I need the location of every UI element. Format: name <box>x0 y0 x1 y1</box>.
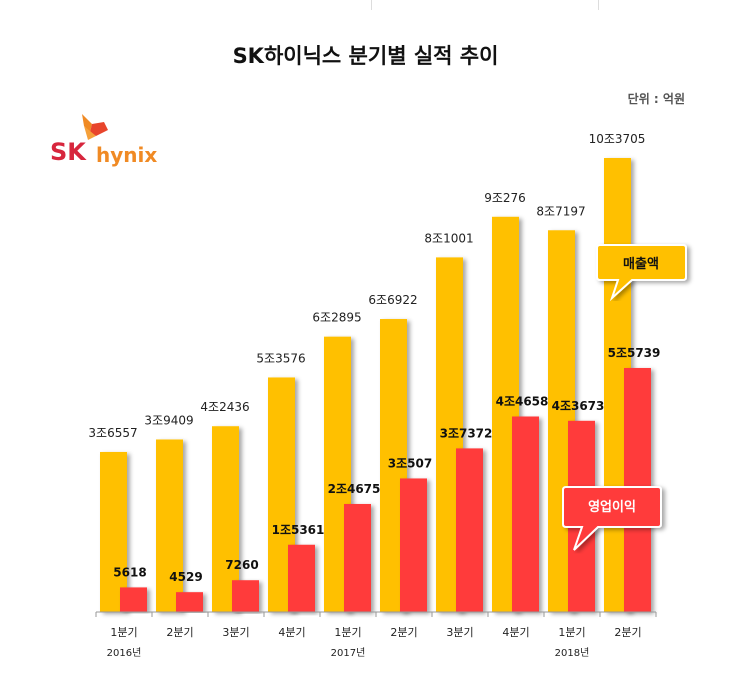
bar-operating-profit <box>288 544 315 612</box>
x-tick-label: 2분기 <box>614 626 641 639</box>
bar-revenue <box>156 439 183 612</box>
data-label-profit: 3조7372 <box>440 426 493 440</box>
year-label: 2017년 <box>331 647 366 659</box>
x-tick-label: 2분기 <box>166 626 193 639</box>
data-label-profit: 2조4675 <box>328 482 381 496</box>
bar-operating-profit <box>400 478 427 612</box>
data-label-profit: 7260 <box>225 558 258 572</box>
bar-operating-profit <box>232 580 259 612</box>
sk-hynix-logo: SK hynix <box>50 114 157 167</box>
data-label-profit: 3조507 <box>388 456 432 470</box>
bar-operating-profit <box>344 503 371 612</box>
data-label-revenue: 3조6557 <box>88 426 137 440</box>
x-tick-label: 4분기 <box>278 626 305 639</box>
data-label-revenue: 4조2436 <box>200 400 249 414</box>
legend-callout-revenue <box>596 244 687 302</box>
x-tick-label: 1분기 <box>334 626 361 639</box>
data-label-revenue: 6조2895 <box>312 311 361 325</box>
data-label-revenue: 9조276 <box>484 191 526 205</box>
x-tick-label: 4분기 <box>502 626 529 639</box>
data-label-profit: 4조3673 <box>552 399 605 413</box>
data-label-profit: 4조4658 <box>496 394 549 408</box>
x-tick-label: 1분기 <box>110 626 137 639</box>
data-label-profit: 5618 <box>113 565 146 579</box>
data-label-profit: 4529 <box>169 570 202 584</box>
divider <box>598 0 599 10</box>
bar-revenue <box>100 451 127 612</box>
x-tick-label: 1분기 <box>558 626 585 639</box>
legend-label-profit: 영업이익 <box>588 499 636 515</box>
svg-text:SK: SK <box>50 138 87 166</box>
bar-operating-profit <box>120 587 147 612</box>
data-label-profit: 5조5739 <box>608 346 661 360</box>
unit-label: 단위 : 억원 <box>627 92 685 106</box>
bar-operating-profit <box>176 592 203 612</box>
bar-operating-profit <box>512 416 539 612</box>
legend-label-revenue: 매출액 <box>623 256 659 272</box>
year-label: 2018년 <box>555 647 590 659</box>
x-tick-label: 2분기 <box>390 626 417 639</box>
data-label-revenue: 3조9409 <box>144 413 193 427</box>
x-tick-label: 3분기 <box>446 626 473 639</box>
data-label-profit: 1조5361 <box>272 523 325 537</box>
svg-text:hynix: hynix <box>96 143 157 167</box>
divider <box>371 0 372 10</box>
data-label-revenue: 10조3705 <box>589 132 646 146</box>
data-label-revenue: 5조3576 <box>256 351 305 365</box>
bar-operating-profit <box>456 448 483 612</box>
x-tick-label: 3분기 <box>222 626 249 639</box>
year-label: 2016년 <box>107 647 142 659</box>
chart-title: SK하이닉스 분기별 실적 추이 <box>232 44 499 68</box>
data-label-revenue: 6조6922 <box>368 293 417 307</box>
data-label-revenue: 8조1001 <box>424 231 473 245</box>
legend-callout-profit <box>562 486 662 551</box>
data-label-revenue: 8조7197 <box>536 204 585 218</box>
